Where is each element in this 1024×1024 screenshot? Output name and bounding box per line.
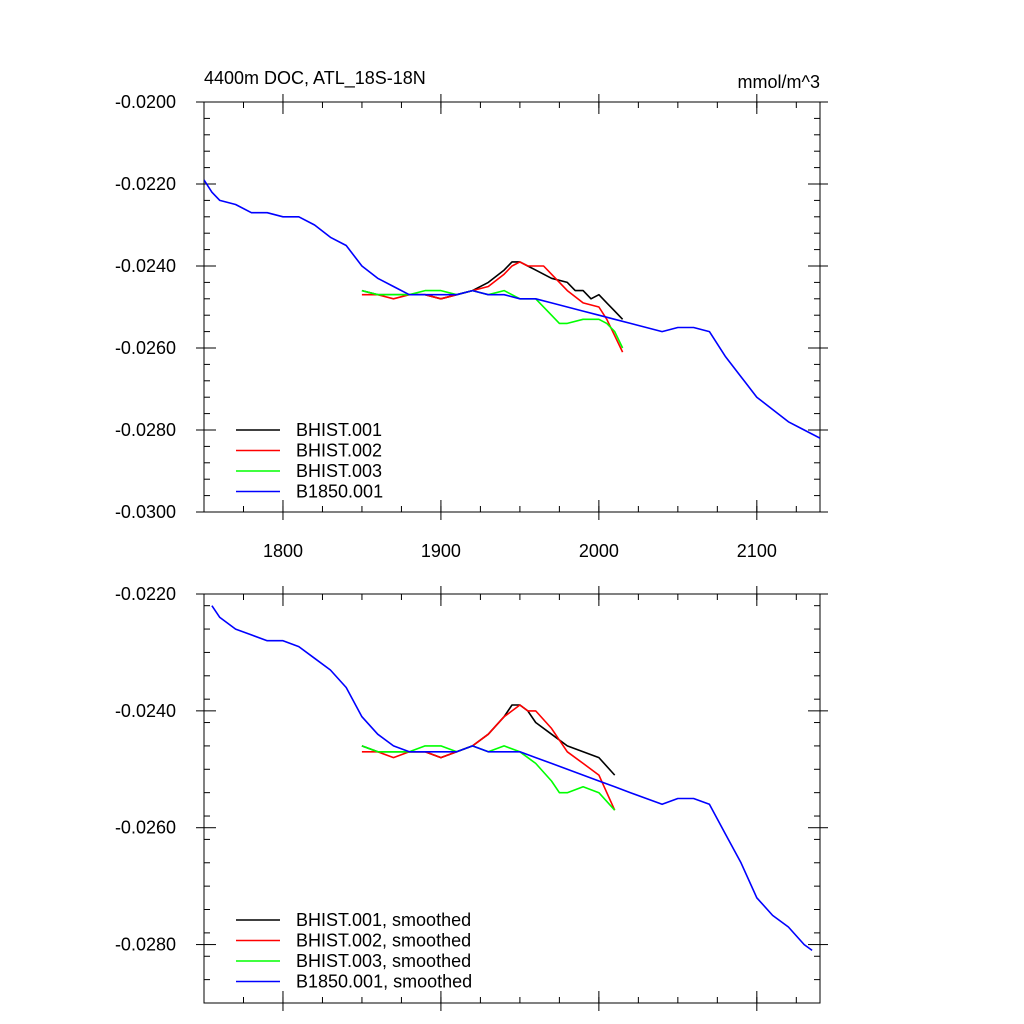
series-line-3 [204,179,820,439]
legend-label: BHIST.003 [296,461,382,481]
legend-label: BHIST.001 [296,420,382,440]
legend-label: BHIST.002, smoothed [296,931,471,951]
y-tick-label: -0.0260 [115,818,176,838]
x-tick-label: 1900 [421,541,461,561]
x-tick-label: 2100 [737,541,777,561]
legend-label: B1850.001 [296,482,383,502]
chart-title: 4400m DOC, ATL_18S-18N [204,68,426,89]
series-line-1 [361,704,616,811]
series-line-1 [361,261,624,353]
y-tick-label: -0.0200 [115,92,176,112]
bottom-panel: -0.0280 -0.0260 -0.0240 -0.0220 BHIST.001, s… [115,584,828,1011]
units-label: mmol/m^3 [738,72,820,92]
y-tick-label: -0.0220 [115,174,176,194]
x-tick-label: 2000 [579,541,619,561]
x-tick-label: 1800 [263,541,303,561]
series-line-2 [361,289,624,349]
y-tick-label: -0.0240 [115,256,176,276]
series-line-2 [361,745,616,811]
y-tick-label: -0.0280 [115,935,176,955]
plot-frame [203,593,821,1004]
legend-label: BHIST.002 [296,441,382,461]
legend-label: BHIST.003, smoothed [296,951,471,971]
y-tick-label: -0.0240 [115,701,176,721]
plot-frame [203,101,821,513]
series-line-3 [211,605,813,952]
series-line-0 [361,704,616,776]
y-tick-label: -0.0260 [115,338,176,358]
legend-label: BHIST.001, smoothed [296,910,471,930]
y-tick-label: -0.0300 [115,502,176,522]
y-tick-label: -0.0280 [115,420,176,440]
y-tick-label: -0.0220 [115,584,176,604]
legend-label: B1850.001, smoothed [296,972,472,992]
top-panel: -0.0300 -0.0280 -0.0260 -0.0240 -0.0220 -0.02… [115,92,828,561]
